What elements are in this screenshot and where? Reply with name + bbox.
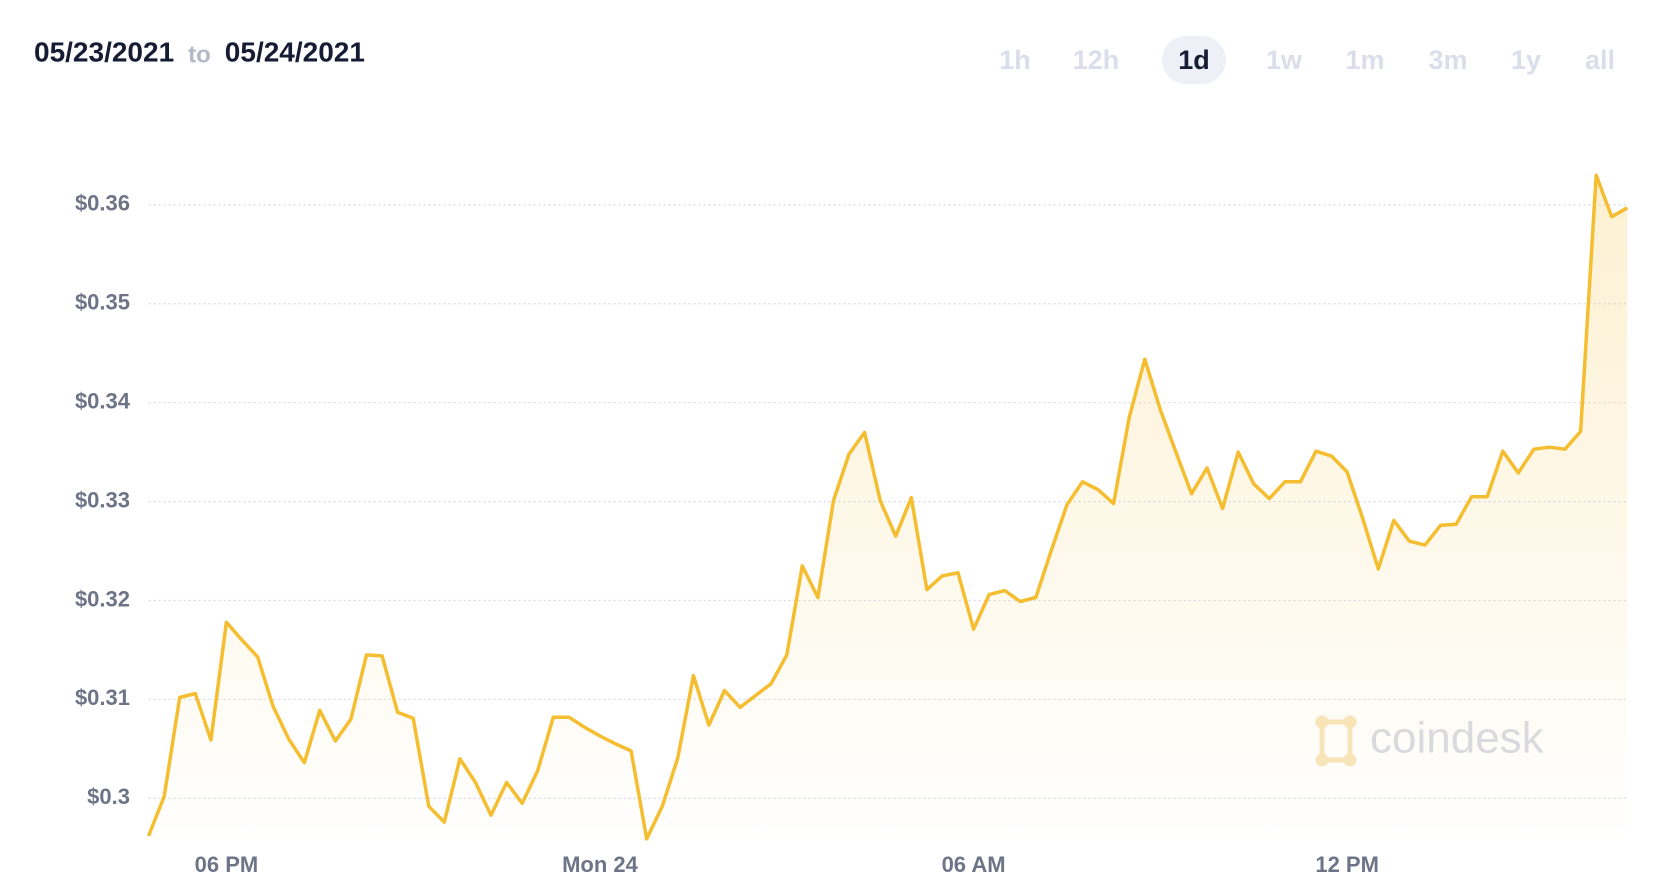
y-tick-label: $0.34 xyxy=(75,388,131,413)
range-button[interactable]: 1y xyxy=(1511,45,1541,75)
y-tick-label: $0.33 xyxy=(75,487,130,512)
x-tick-label: 06 PM xyxy=(195,852,259,877)
date-to: 05/24/2021 xyxy=(225,36,365,67)
header: 05/23/2021 to 05/24/2021 1h 12h 1d 1w 1m 3m 1y… xyxy=(34,36,1615,84)
price-line xyxy=(146,173,1629,841)
range-button[interactable]: 1w xyxy=(1266,45,1303,75)
range-button[interactable]: 1m xyxy=(1345,45,1384,75)
x-tick-label: 12 PM xyxy=(1315,852,1379,877)
range-button[interactable]: 1d xyxy=(1178,45,1210,75)
range-button[interactable]: 1h xyxy=(999,45,1031,75)
date-from: 05/23/2021 xyxy=(34,36,174,67)
y-tick-label: $0.36 xyxy=(75,191,130,216)
x-tick-label: 06 AM xyxy=(942,852,1006,877)
range-button[interactable]: 3m xyxy=(1428,45,1467,75)
y-tick-label: $0.32 xyxy=(75,586,130,611)
area-fill xyxy=(148,175,1628,848)
range-selected-bg xyxy=(1162,36,1226,84)
y-tick-label: $0.3 xyxy=(87,784,130,809)
range-button[interactable]: 12h xyxy=(1073,45,1120,75)
y-tick-label: $0.31 xyxy=(75,685,130,710)
y-tick-label: $0.35 xyxy=(75,290,130,315)
to-label: to xyxy=(188,41,211,68)
x-tick-label: Mon 24 xyxy=(562,852,639,877)
range-button[interactable]: all xyxy=(1585,45,1615,75)
